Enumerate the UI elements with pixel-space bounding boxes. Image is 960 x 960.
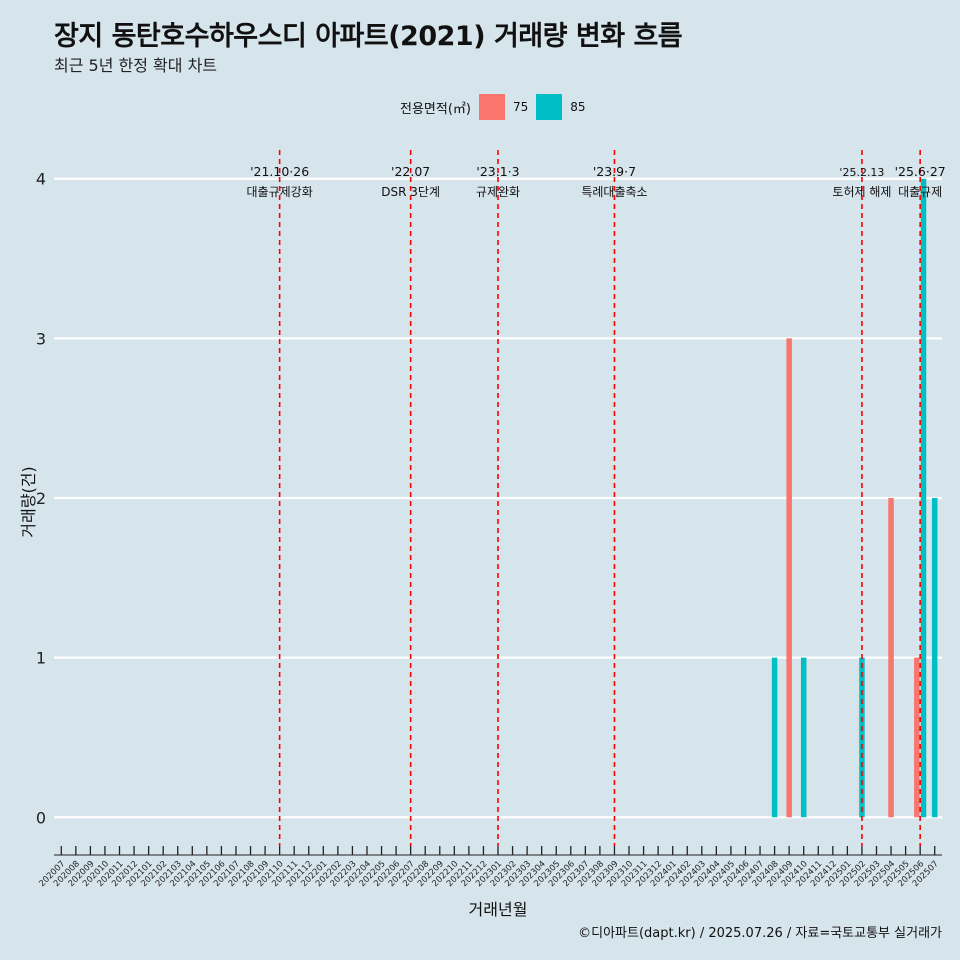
x-axis-title: 거래년월 <box>469 900 528 919</box>
y-tick-label-1: 1 <box>36 649 46 668</box>
chart-subtitle: 최근 5년 한정 확대 차트 <box>54 56 218 75</box>
event-date-202309: '23.9·7 <box>593 164 636 179</box>
event-date-202502: '25.2.13 <box>839 166 884 179</box>
bar-85-202410 <box>800 657 807 818</box>
event-label-202110: 대출규제강화 <box>247 185 313 199</box>
bar-75-202504 <box>888 498 894 818</box>
y-axis-title: 거래량(건) <box>19 466 38 537</box>
event-label-202309: 특례대출축소 <box>581 185 647 199</box>
event-date-202506: '25.6·27 <box>895 164 946 179</box>
bar-75-202409 <box>786 338 792 818</box>
caption: ©디아파트(dapt.kr) / 2025.07.26 / 자료=국토교통부 실… <box>578 926 942 941</box>
legend-label-85: 85 <box>570 100 586 114</box>
legend-swatch-75 <box>478 94 505 120</box>
legend-title: 전용면적(㎡) <box>400 101 471 117</box>
event-label-202207: DSR 3단계 <box>381 185 440 199</box>
event-date-202207: '22.07 <box>391 164 430 179</box>
y-tick-label-4: 4 <box>36 170 46 189</box>
y-tick-label-3: 3 <box>36 329 46 348</box>
event-label-202301: 규제완화 <box>476 185 520 199</box>
legend: 전용면적(㎡) 75 85 <box>400 93 594 121</box>
event-date-202110: '21.10·26 <box>250 164 309 179</box>
event-label-202506: 대출규제 <box>898 185 942 199</box>
bar-85-202506 <box>920 178 927 818</box>
bar-75-202506 <box>914 657 920 818</box>
chart-title: 장지 동탄호수하우스디 아파트(2021) 거래량 변화 흐름 <box>54 21 683 52</box>
bar-85-202507 <box>931 498 938 818</box>
bar-85-202408 <box>771 657 778 818</box>
event-label-202502: 토허제 해제 <box>832 185 891 199</box>
legend-label-75: 75 <box>512 100 529 114</box>
y-tick-label-2: 2 <box>36 489 46 508</box>
legend-swatch-85 <box>536 94 563 120</box>
y-tick-label-0: 0 <box>36 808 46 827</box>
event-date-202301: '23.1·3 <box>476 164 519 179</box>
